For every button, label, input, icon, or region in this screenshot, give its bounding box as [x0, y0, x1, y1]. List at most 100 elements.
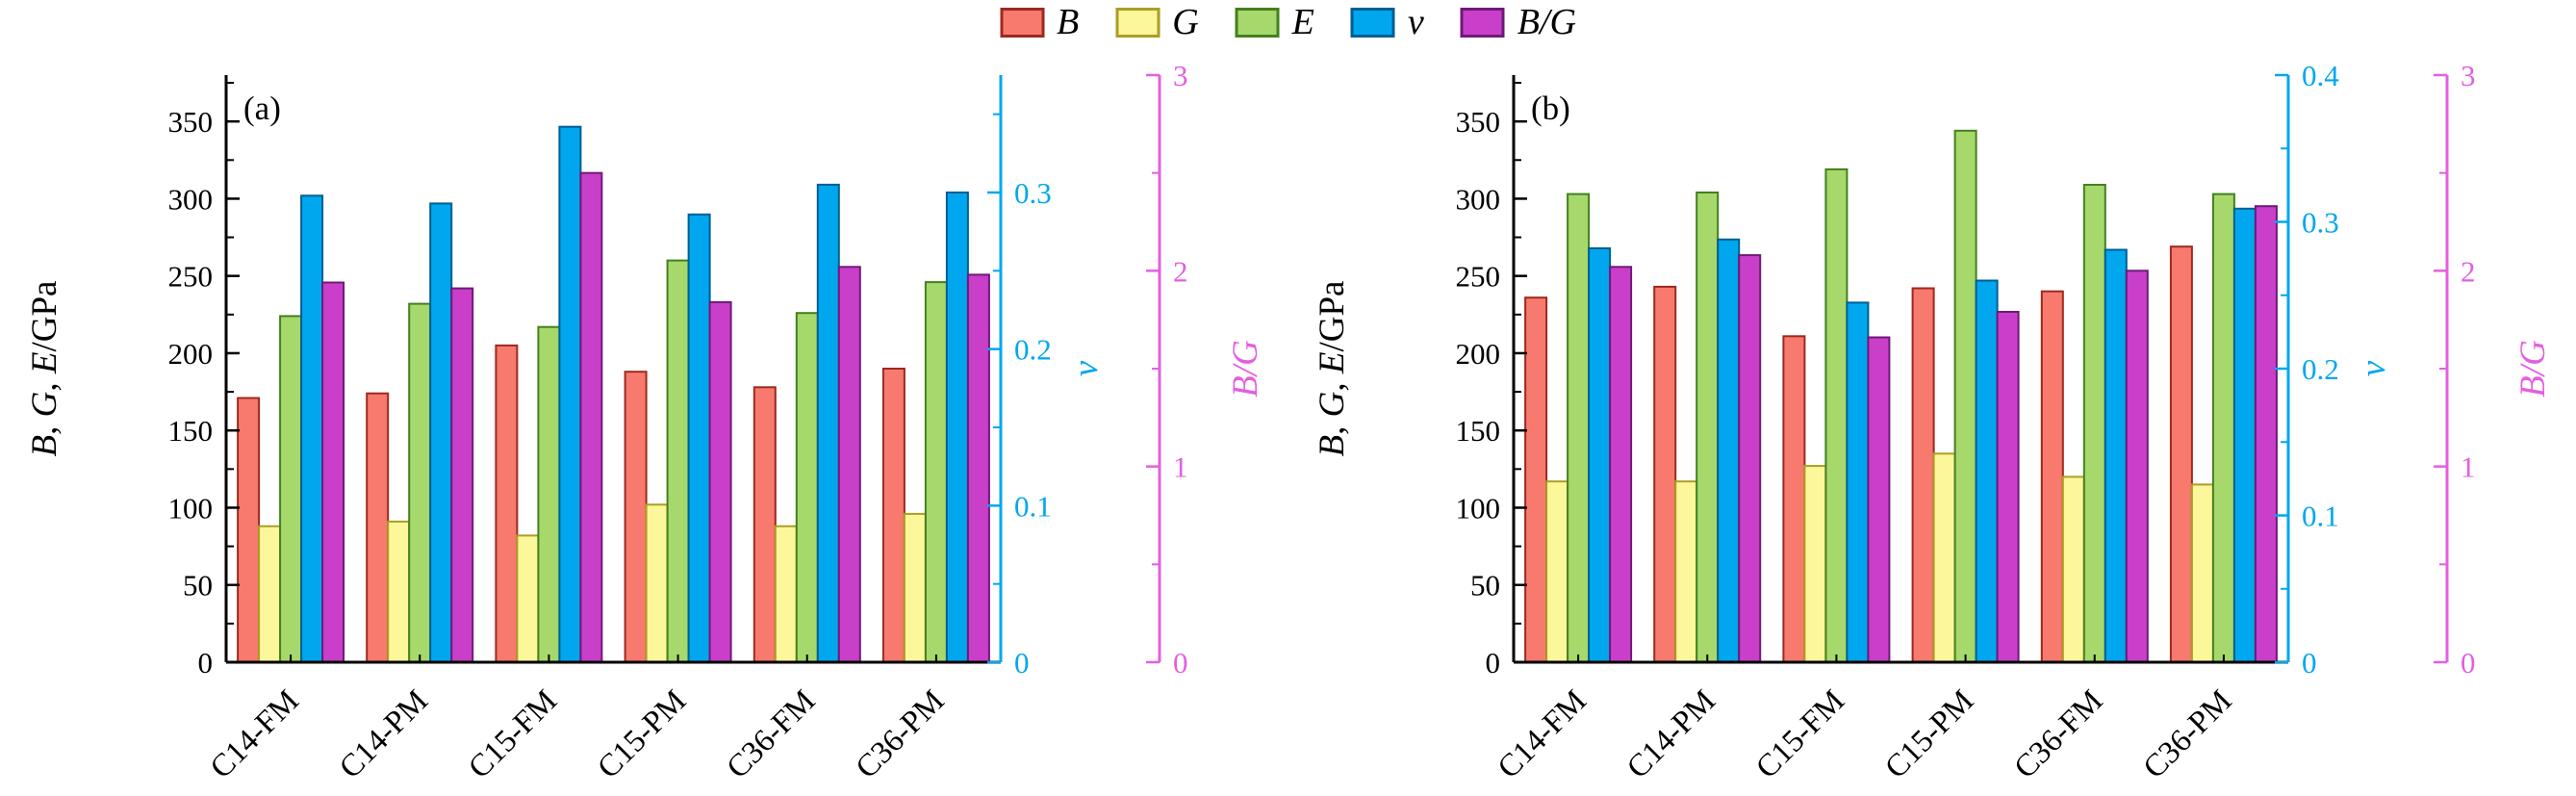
bar-B-C36-FM: [752, 386, 777, 663]
gpa-axis-tick-label: 100: [1456, 491, 1501, 525]
category-label: C36-PM: [2137, 683, 2239, 785]
bar-nu-C36-FM: [2104, 248, 2128, 663]
bar-B-C36-PM: [881, 368, 905, 663]
legend-item-nu: ν: [1350, 4, 1424, 40]
bar-B-C14-FM: [1524, 296, 1548, 663]
category-label: C15-FM: [1749, 683, 1851, 785]
gpa-axis-tick-label: 0: [1486, 646, 1501, 680]
gpa-axis-tick-label: 300: [1456, 182, 1501, 216]
bar-bg-C14-FM: [321, 281, 345, 663]
legend-item-G: G: [1115, 2, 1199, 42]
category-label: C15-FM: [462, 683, 564, 785]
bar-nu-C36-FM: [816, 183, 840, 663]
bar-E-C15-FM: [537, 325, 561, 663]
bar-bg-C36-PM: [2254, 205, 2278, 663]
bar-G-C36-PM: [903, 512, 927, 664]
gpa-axis-tick-label: 250: [168, 260, 214, 294]
panel-a-chart: C14-FM C14-PM C15-FM C15-PM C36-FM C36-PM 0 50 1…: [25, 59, 1265, 785]
bar-E-C36-PM: [2211, 193, 2235, 663]
bar-E-C14-PM: [408, 302, 432, 663]
bar-G-C15-FM: [516, 534, 540, 664]
nu-axis-tick-label: 0.3: [2302, 206, 2339, 240]
legend-label-G: G: [1172, 2, 1199, 42]
nu-axis-title: ν: [1066, 360, 1106, 376]
bg-axis-tick-label: 0: [2461, 646, 2476, 680]
nu-axis-tick-label: 0.4: [2302, 59, 2339, 92]
bar-bg-C36-FM: [837, 266, 861, 663]
gpa-axis-tick-label: 350: [1456, 105, 1501, 139]
bar-B-C15-PM: [1911, 287, 1935, 663]
bg-axis-tick-label: 3: [1173, 59, 1188, 92]
category-label: C14-FM: [204, 683, 306, 785]
bar-G-C36-FM: [774, 525, 798, 664]
bar-nu-C15-FM: [1846, 301, 1870, 663]
nu-axis-tick-label: 0.1: [2302, 500, 2339, 533]
bar-bg-C15-FM: [579, 171, 603, 663]
legend-swatch-B: [1000, 7, 1045, 38]
legend-label-B: B: [1057, 2, 1080, 42]
bar-E-C36-PM: [924, 281, 948, 663]
gpa-axis-tick-label: 50: [1470, 569, 1500, 603]
bar-bg-C14-PM: [450, 287, 474, 663]
bg-axis-tick-label: 2: [1173, 254, 1188, 288]
bar-nu-C15-PM: [687, 213, 711, 664]
nu-axis-tick-label: 0.1: [1014, 489, 1052, 523]
bar-bg-C15-PM: [1996, 311, 2020, 663]
gpa-axis-tick-label: 100: [168, 491, 214, 525]
bar-nu-C14-PM: [429, 202, 453, 663]
bar-G-C15-PM: [645, 503, 669, 663]
category-label: C36-PM: [850, 683, 952, 785]
nu-axis-tick-label: 0.3: [1014, 176, 1052, 210]
gpa-axis-title: B, G, E/GPa: [1313, 281, 1352, 457]
category-label: C14-PM: [1620, 683, 1722, 785]
bar-nu-C15-PM: [1975, 279, 1999, 663]
gpa-axis-tick-label: 150: [168, 414, 214, 448]
category-label: C14-PM: [333, 683, 435, 785]
gpa-axis-tick-label: 350: [168, 105, 214, 139]
bar-G-C36-PM: [2190, 483, 2214, 663]
bg-axis-tick-label: 3: [2461, 59, 2476, 92]
gpa-axis-title: B, G, E/GPa: [25, 281, 64, 457]
gpa-axis-tick-label: 150: [1456, 414, 1501, 448]
legend-label-E: E: [1291, 2, 1314, 42]
bar-B-C14-PM: [1653, 285, 1677, 663]
bar-B-C14-FM: [237, 397, 261, 663]
bar-G-C36-FM: [2061, 475, 2085, 663]
bar-E-C36-FM: [2082, 184, 2106, 663]
bg-axis-title: B/G: [2513, 340, 2553, 398]
bar-B-C15-FM: [495, 344, 519, 663]
bar-nu-C14-FM: [1588, 247, 1612, 663]
bar-E-C15-PM: [666, 259, 690, 663]
bar-G-C15-PM: [1932, 452, 1956, 663]
legend-swatch-G: [1115, 7, 1160, 38]
bar-E-C14-PM: [1696, 192, 1720, 663]
bar-E-C36-FM: [795, 312, 819, 663]
bar-nu-C36-PM: [2232, 207, 2257, 664]
nu-axis-tick-label: 0.2: [2302, 352, 2339, 386]
bar-E-C14-FM: [279, 315, 303, 663]
legend-swatch-nu: [1350, 7, 1395, 38]
bg-axis-tick-label: 1: [1173, 450, 1188, 484]
bar-bg-C36-FM: [2125, 270, 2149, 663]
category-label: C15-PM: [591, 683, 693, 785]
legend-item-bg: B/G: [1460, 4, 1576, 40]
bar-G-C14-FM: [1545, 480, 1569, 664]
nu-axis-tick-label: 0.2: [1014, 333, 1052, 367]
bar-B-C14-PM: [366, 392, 390, 663]
bg-axis-tick-label: 0: [1173, 646, 1188, 680]
gpa-axis-tick-label: 200: [1456, 337, 1501, 371]
bar-G-C15-FM: [1803, 465, 1827, 663]
bar-B-C36-PM: [2169, 245, 2193, 663]
bg-axis-title: B/G: [1226, 340, 1265, 398]
gpa-axis-tick-label: 250: [1456, 260, 1501, 294]
bar-nu-C36-PM: [945, 192, 969, 663]
bar-bg-C14-PM: [1738, 254, 1762, 663]
bar-B-C36-FM: [2040, 290, 2064, 663]
bg-axis-tick-label: 2: [2461, 254, 2476, 288]
category-label: C14-FM: [1492, 683, 1594, 785]
legend-swatch-bg: [1460, 7, 1505, 38]
bar-G-C14-PM: [1674, 480, 1698, 664]
